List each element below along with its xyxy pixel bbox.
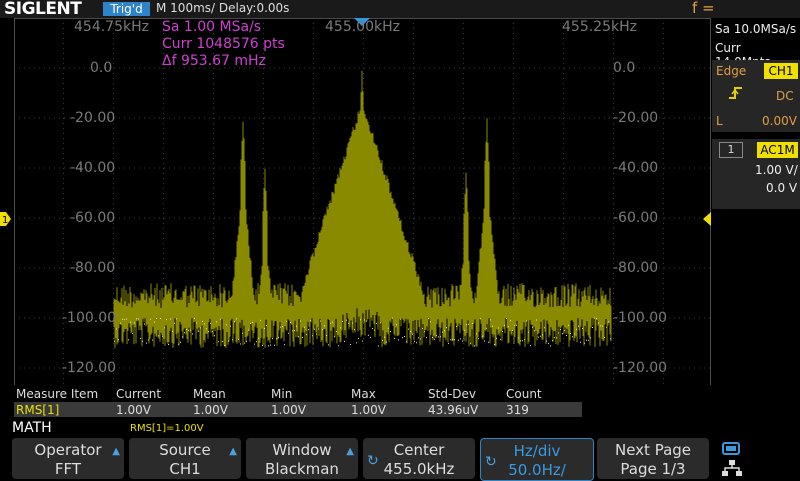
top-status-bar [0, 0, 800, 18]
softkey-next-page-value: Page 1/3 [620, 460, 686, 478]
y-axis-label-left: -60.00 [70, 210, 116, 226]
softkey-hz-div[interactable]: ↻ Hz/div 50.0Hz/ [480, 438, 594, 481]
y-axis-label-right: -20.00 [613, 110, 659, 126]
channel-coupling-badge: AC1M [757, 142, 798, 158]
softkey-center[interactable]: ↻ Center 455.0kHz [363, 438, 475, 479]
trigger-source-badge: CH1 [764, 63, 798, 79]
meas-header-max: Max [351, 387, 376, 401]
softkey-operator-value: FFT [54, 460, 82, 478]
softkey-next-page[interactable]: Next Page Page 1/3 [597, 438, 709, 479]
meas-header-current: Current [116, 387, 162, 401]
softkey-window-value: Blackman [265, 460, 339, 478]
softkey-source-value: CH1 [169, 460, 201, 478]
meas-item-name: RMS[1] [16, 403, 60, 417]
softkey-source[interactable]: Source CH1 ▲ [129, 438, 241, 479]
fft-spectrum-plot[interactable] [14, 18, 711, 418]
meas-header-count: Count [506, 387, 542, 401]
y-axis-label-right: -100.00 [613, 310, 668, 326]
channel-offset: 0.0 V [766, 181, 798, 195]
math-menu-bar [0, 420, 800, 437]
meas-current: 1.00V [116, 403, 151, 417]
trigger-status-badge: Trig'd [103, 2, 150, 16]
x-axis-left-label: 454.75kHz [74, 19, 149, 35]
channel-scale: 1.00 V/ [755, 163, 798, 177]
softkey-center-value: 455.0kHz [383, 460, 455, 478]
meas-header-mean: Mean [193, 387, 226, 401]
softkey-window[interactable]: Window Blackman ▲ [246, 438, 358, 479]
y-axis-label-left: -40.00 [70, 160, 116, 176]
y-axis-label-left: -100.00 [62, 310, 117, 326]
meas-header-min: Min [271, 387, 293, 401]
y-axis-label-right: 0.0 [613, 60, 636, 76]
fft-resolution: Δf 953.67 mHz [162, 53, 266, 69]
y-axis-label-right: -60.00 [613, 210, 659, 226]
fft-trace [113, 70, 612, 348]
trigger-type: Edge [716, 64, 747, 78]
timebase-readout: M 100ms/ Delay:0.00s [156, 1, 290, 15]
up-arrow-icon: ▲ [112, 446, 120, 457]
network-icon [722, 460, 742, 480]
y-axis-label-left: -20.00 [70, 110, 116, 126]
math-rms-readout: RMS[1]=1.00V [130, 423, 204, 434]
fft-points: Curr 1048576 pts [162, 36, 285, 52]
y-axis-label-left: 0.0 [90, 60, 113, 76]
y-axis-label-right: -120.00 [613, 360, 668, 376]
y-axis-label-right: -80.00 [613, 260, 659, 276]
trigger-coupling: DC [776, 89, 794, 103]
meas-header-stddev: Std-Dev [428, 387, 476, 401]
fft-trace-envelope [114, 317, 611, 347]
measurement-row[interactable] [14, 402, 582, 417]
softkey-center-title: Center [393, 441, 445, 459]
channel-number-badge: 1 [719, 142, 743, 158]
battery-icon [722, 441, 742, 460]
trigger-level-marker-icon[interactable] [703, 211, 712, 230]
softkey-hz-div-title: Hz/div [513, 442, 561, 460]
trigger-level: 0.00V [762, 114, 797, 128]
softkey-window-title: Window [272, 441, 332, 459]
softkey-operator-title: Operator [34, 441, 102, 459]
math-menu-title: MATH [12, 420, 52, 436]
meas-min: 1.00V [271, 403, 306, 417]
x-axis-right-label: 455.25kHz [562, 19, 637, 35]
meas-mean: 1.00V [193, 403, 228, 417]
x-axis-center-label: 455.00kHz [325, 19, 400, 35]
meas-count: 319 [506, 403, 529, 417]
softkey-hz-div-value: 50.0Hz/ [508, 461, 566, 479]
trigger-level-label: L [716, 114, 723, 128]
y-axis-label-left: -120.00 [62, 360, 117, 376]
up-arrow-icon: ▲ [229, 446, 237, 457]
fft-sample-rate: Sa 1.00 MSa/s [162, 19, 262, 35]
svg-text:1: 1 [2, 215, 8, 226]
y-axis-label-left: -80.00 [70, 260, 116, 276]
center-marker-icon [354, 18, 370, 26]
rising-edge-icon [728, 86, 744, 104]
meas-max: 1.00V [351, 403, 386, 417]
fft-trace-band [113, 70, 612, 348]
sample-rate-readout: Sa 10.0MSa/s [715, 22, 797, 36]
softkey-operator[interactable]: Operator FFT ▲ [12, 438, 124, 479]
up-arrow-icon: ▲ [346, 446, 354, 457]
rotary-knob-icon: ↻ [485, 454, 497, 470]
softkey-next-page-title: Next Page [614, 441, 692, 459]
softkey-source-title: Source [159, 441, 211, 459]
meas-stddev: 43.96uV [428, 403, 479, 417]
rotary-knob-icon: ↻ [367, 453, 379, 469]
y-axis-label-right: -40.00 [613, 160, 659, 176]
brand-logo: SIGLENT [4, 0, 82, 19]
channel-1-level-marker-icon[interactable]: 1 [0, 211, 12, 230]
meas-header-item: Measure Item [16, 387, 99, 401]
